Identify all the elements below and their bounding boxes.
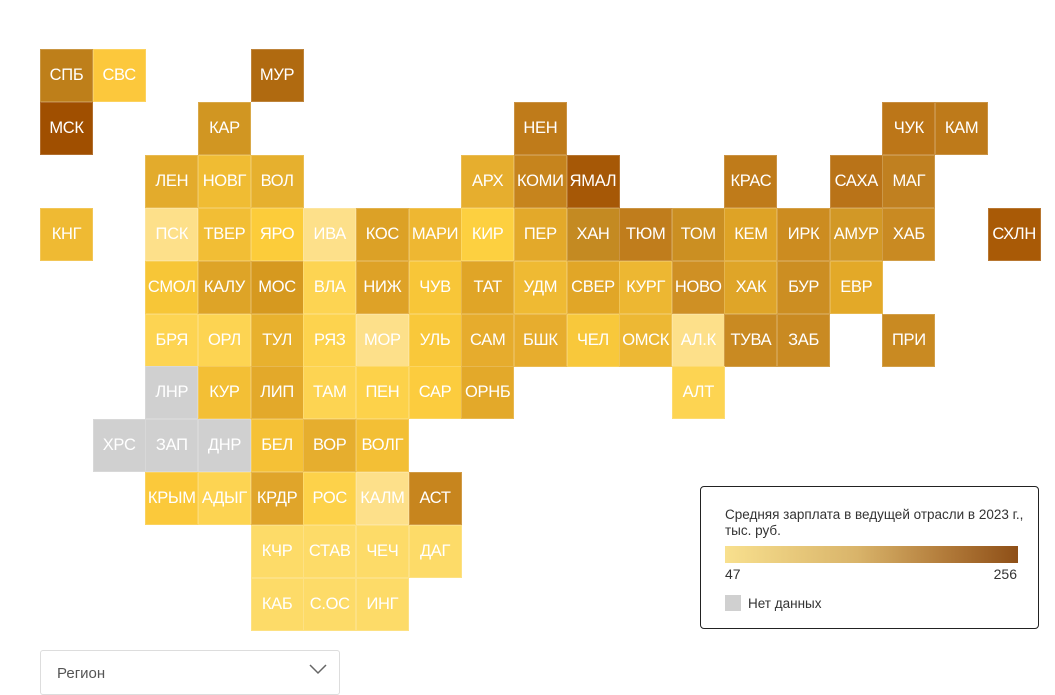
region-tile[interactable]: СПБ: [40, 49, 93, 102]
region-tile[interactable]: ХАН: [566, 207, 620, 261]
region-tile[interactable]: САР: [408, 366, 462, 420]
region-tile[interactable]: СВЕР: [566, 260, 620, 314]
region-tile[interactable]: ИРК: [777, 207, 831, 261]
region-tile[interactable]: УЛЬ: [408, 313, 462, 367]
region-tile[interactable]: КЧР: [250, 525, 304, 579]
region-tile[interactable]: МОР: [355, 313, 409, 367]
region-tile[interactable]: КЕМ: [724, 207, 778, 261]
region-tile[interactable]: АСТ: [408, 472, 462, 526]
region-tile[interactable]: ВОЛГ: [355, 419, 409, 473]
region-tile[interactable]: ИВА: [303, 207, 357, 261]
region-tile[interactable]: АМУР: [829, 207, 883, 261]
region-tile[interactable]: КАЛУ: [197, 260, 251, 314]
region-tile[interactable]: НЕН: [513, 101, 567, 155]
region-tile[interactable]: СТАВ: [303, 525, 357, 579]
legend-min-value: 47: [725, 566, 741, 582]
region-tile[interactable]: ЧУК: [882, 101, 936, 155]
region-tile[interactable]: ЯРО: [250, 207, 304, 261]
region-tile[interactable]: ДНР: [197, 419, 251, 473]
region-tile[interactable]: ПРИ: [882, 313, 936, 367]
region-tile[interactable]: ПСК: [145, 207, 199, 261]
region-tile[interactable]: ХРС: [92, 419, 146, 473]
region-tile[interactable]: ЗАП: [145, 419, 199, 473]
region-tile[interactable]: ОМСК: [619, 313, 673, 367]
region-tile[interactable]: КНГ: [40, 207, 93, 261]
region-tile[interactable]: МУР: [250, 49, 304, 102]
region-tile[interactable]: ЛИП: [250, 366, 304, 420]
legend-color-scale: [725, 546, 1018, 563]
region-tile[interactable]: ПЕР: [513, 207, 567, 261]
region-select-placeholder: Регион: [57, 665, 106, 682]
region-tile[interactable]: КРДР: [250, 472, 304, 526]
legend-max-value: 256: [993, 566, 1017, 582]
region-tile[interactable]: ДАГ: [408, 525, 462, 579]
region-tile[interactable]: БЕЛ: [250, 419, 304, 473]
region-tile[interactable]: СХЛН: [987, 207, 1041, 261]
region-tile[interactable]: КОС: [355, 207, 409, 261]
legend-title: Средняя зарплата в ведущей отрасли в 202…: [725, 507, 1024, 538]
region-tile[interactable]: ЕВР: [829, 260, 883, 314]
region-tile[interactable]: МСК: [40, 101, 93, 155]
region-tile[interactable]: АЛ.К: [671, 313, 725, 367]
region-tile[interactable]: КРАС: [724, 154, 778, 208]
region-tile[interactable]: С.ОС: [303, 578, 357, 631]
region-tile[interactable]: ЛНР: [145, 366, 199, 420]
region-tile[interactable]: РОС: [303, 472, 357, 526]
region-tile[interactable]: НИЖ: [355, 260, 409, 314]
region-tile[interactable]: КАМ: [935, 101, 989, 155]
region-tile[interactable]: ЯМАЛ: [566, 154, 620, 208]
region-tile[interactable]: ТАМ: [303, 366, 357, 420]
region-tile[interactable]: ОРЛ: [197, 313, 251, 367]
region-tile[interactable]: ТОМ: [671, 207, 725, 261]
region-tile[interactable]: ЧЕЛ: [566, 313, 620, 367]
region-tile[interactable]: БРЯ: [145, 313, 199, 367]
region-tile[interactable]: САМ: [461, 313, 515, 367]
region-tile[interactable]: УДМ: [513, 260, 567, 314]
region-tile[interactable]: ХАБ: [882, 207, 936, 261]
region-tile[interactable]: СМОЛ: [145, 260, 199, 314]
region-tile[interactable]: МОС: [250, 260, 304, 314]
region-tile[interactable]: РЯЗ: [303, 313, 357, 367]
no-data-swatch: [725, 595, 741, 611]
region-tile[interactable]: НОВО: [671, 260, 725, 314]
region-tile[interactable]: ХАК: [724, 260, 778, 314]
region-tile[interactable]: ТЮМ: [619, 207, 673, 261]
region-tile[interactable]: САХА: [829, 154, 883, 208]
no-data-label: Нет данных: [748, 596, 822, 611]
region-tile[interactable]: КАЛМ: [355, 472, 409, 526]
region-tile[interactable]: КАР: [197, 101, 251, 155]
region-tile[interactable]: ВОЛ: [250, 154, 304, 208]
region-tile[interactable]: МАРИ: [408, 207, 462, 261]
region-tile[interactable]: ВЛА: [303, 260, 357, 314]
region-tile[interactable]: КУРГ: [619, 260, 673, 314]
region-tile[interactable]: ТВЕР: [197, 207, 251, 261]
region-tile[interactable]: ЛЕН: [145, 154, 199, 208]
region-tile[interactable]: АДЫГ: [197, 472, 251, 526]
region-tile[interactable]: МАГ: [882, 154, 936, 208]
region-tile[interactable]: ТУЛ: [250, 313, 304, 367]
region-tile[interactable]: БУР: [777, 260, 831, 314]
region-tile[interactable]: ЧЕЧ: [355, 525, 409, 579]
region-tile[interactable]: ЗАБ: [777, 313, 831, 367]
region-select[interactable]: Регион: [40, 650, 340, 695]
region-tile[interactable]: ЧУВ: [408, 260, 462, 314]
region-tile[interactable]: ОРНБ: [461, 366, 515, 420]
region-tile[interactable]: ИНГ: [355, 578, 409, 631]
region-tile[interactable]: АРХ: [461, 154, 515, 208]
region-tile[interactable]: ТУВА: [724, 313, 778, 367]
region-tile[interactable]: КУР: [197, 366, 251, 420]
chevron-down-icon: [309, 664, 327, 675]
region-tile[interactable]: НОВГ: [197, 154, 251, 208]
region-tile[interactable]: КОМИ: [513, 154, 567, 208]
region-tile[interactable]: КИР: [461, 207, 515, 261]
region-tile[interactable]: ВОР: [303, 419, 357, 473]
region-tile[interactable]: КАБ: [250, 578, 304, 631]
legend: Средняя зарплата в ведущей отрасли в 202…: [700, 486, 1039, 629]
region-tile[interactable]: СВС: [92, 49, 146, 102]
region-tile[interactable]: ПЕН: [355, 366, 409, 420]
region-tile[interactable]: ТАТ: [461, 260, 515, 314]
region-tile[interactable]: КРЫМ: [145, 472, 199, 526]
region-tile[interactable]: АЛТ: [671, 366, 725, 420]
region-tile[interactable]: БШК: [513, 313, 567, 367]
